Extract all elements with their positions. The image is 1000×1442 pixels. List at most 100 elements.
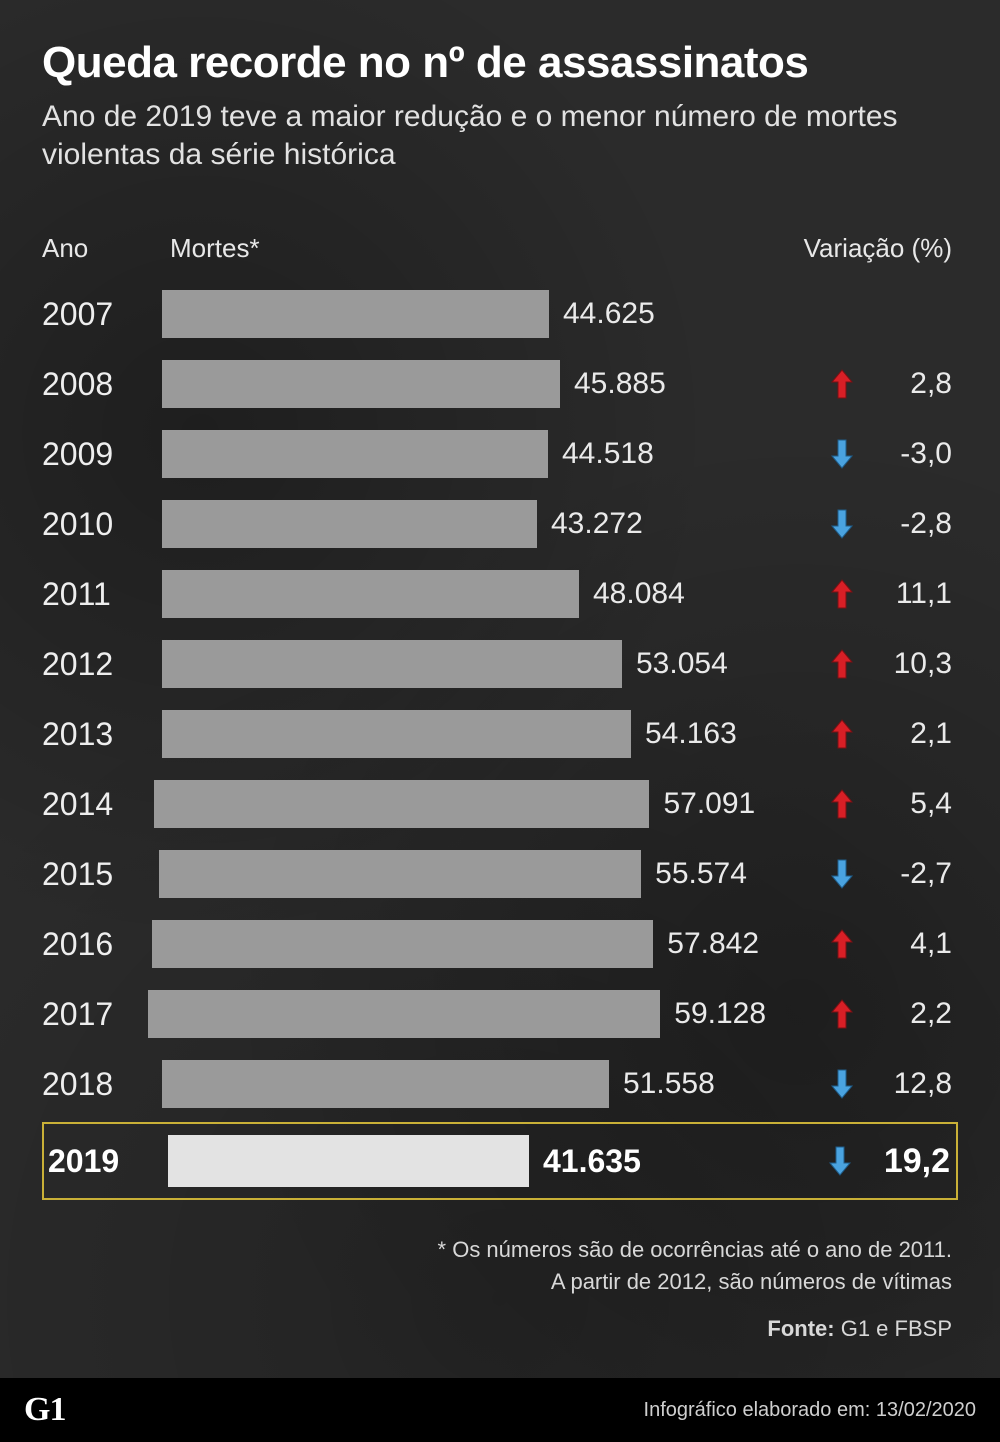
bottom-bar: G1 Infográfico elaborado em: 13/02/2020 bbox=[0, 1378, 1000, 1442]
variation-value: -2,8 bbox=[872, 507, 952, 541]
header-deaths: Mortes* bbox=[162, 233, 742, 264]
year-label: 2018 bbox=[42, 1066, 162, 1103]
credit-line: Infográfico elaborado em: 13/02/2020 bbox=[644, 1399, 976, 1422]
bar bbox=[154, 780, 649, 828]
bar bbox=[162, 500, 537, 548]
arrow-up-icon bbox=[828, 576, 856, 612]
g1-logo: G1 bbox=[24, 1391, 65, 1429]
variation-value: -2,7 bbox=[872, 857, 952, 891]
variation-column: 12,8 bbox=[742, 1066, 952, 1102]
chart-row: 2007 44.625 bbox=[42, 282, 958, 346]
chart-rows: 2007 44.625 200845.885 2,8 200944.518 -3,0 2… bbox=[42, 282, 958, 1200]
chart-row: 2019 41.635 19,2 bbox=[42, 1122, 958, 1200]
page-subtitle: Ano de 2019 teve a maior redução e o men… bbox=[42, 98, 958, 173]
arrow-down-icon bbox=[828, 506, 856, 542]
deaths-value: 57.842 bbox=[667, 927, 759, 961]
bar-wrap: 51.558 bbox=[162, 1060, 742, 1108]
arrow-up-icon bbox=[828, 786, 856, 822]
year-label: 2014 bbox=[42, 786, 154, 823]
header-variation: Variação (%) bbox=[742, 233, 952, 264]
infographic-container: Queda recorde no nº de assassinatos Ano … bbox=[0, 0, 1000, 1442]
variation-column: 2,1 bbox=[742, 716, 952, 752]
bar-wrap: 57.091 bbox=[154, 780, 755, 828]
variation-value: 5,4 bbox=[872, 787, 952, 821]
source-label: Fonte: bbox=[767, 1316, 834, 1341]
variation-value: 4,1 bbox=[872, 927, 952, 961]
bar-wrap: 54.163 bbox=[162, 710, 742, 758]
year-label: 2007 bbox=[42, 296, 162, 333]
credit-date: 13/02/2020 bbox=[876, 1399, 976, 1421]
variation-value: 2,2 bbox=[872, 997, 952, 1031]
column-headers: Ano Mortes* Variação (%) bbox=[42, 233, 958, 264]
chart-row: 201457.091 5,4 bbox=[42, 772, 958, 836]
variation-column: 4,1 bbox=[759, 926, 952, 962]
arrow-down-icon bbox=[828, 1066, 856, 1102]
variation-column: 2,2 bbox=[766, 996, 952, 1032]
variation-column: -3,0 bbox=[742, 436, 952, 472]
year-label: 2015 bbox=[42, 856, 159, 893]
variation-column: 11,1 bbox=[742, 576, 952, 612]
variation-value: 2,8 bbox=[872, 367, 952, 401]
variation-value: 11,1 bbox=[872, 577, 952, 611]
arrow-up-icon bbox=[828, 996, 856, 1032]
year-label: 2013 bbox=[42, 716, 162, 753]
deaths-value: 41.635 bbox=[543, 1143, 641, 1180]
deaths-value: 54.163 bbox=[645, 717, 737, 751]
variation-value: 19,2 bbox=[870, 1142, 950, 1181]
bar bbox=[162, 1060, 609, 1108]
year-label: 2008 bbox=[42, 366, 162, 403]
bar-wrap: 45.885 bbox=[162, 360, 742, 408]
arrow-none-icon bbox=[828, 296, 856, 332]
bar-wrap: 43.272 bbox=[162, 500, 742, 548]
variation-column: 10,3 bbox=[742, 646, 952, 682]
chart-row: 2013 54.163 2,1 bbox=[42, 702, 958, 766]
variation-column: 19,2 bbox=[740, 1142, 950, 1181]
variation-value: 2,1 bbox=[872, 717, 952, 751]
deaths-value: 43.272 bbox=[551, 507, 643, 541]
deaths-value: 55.574 bbox=[655, 857, 747, 891]
variation-column: -2,8 bbox=[742, 506, 952, 542]
chart-row: 2011 48.084 11,1 bbox=[42, 562, 958, 626]
variation-column: 5,4 bbox=[755, 786, 952, 822]
chart-row: 2010 43.272 -2,8 bbox=[42, 492, 958, 556]
arrow-down-icon bbox=[828, 856, 856, 892]
variation-column bbox=[742, 296, 952, 332]
year-label: 2011 bbox=[42, 576, 162, 613]
bar bbox=[152, 920, 653, 968]
deaths-value: 44.625 bbox=[563, 297, 655, 331]
bar-wrap: 48.084 bbox=[162, 570, 742, 618]
bar bbox=[162, 360, 560, 408]
variation-column: 2,8 bbox=[742, 366, 952, 402]
variation-value: 12,8 bbox=[872, 1067, 952, 1101]
variation-column: -2,7 bbox=[747, 856, 952, 892]
variation-value: 10,3 bbox=[872, 647, 952, 681]
bar bbox=[162, 430, 548, 478]
bar bbox=[162, 710, 631, 758]
bar-wrap: 59.128 bbox=[148, 990, 766, 1038]
bar bbox=[162, 290, 549, 338]
bar-wrap: 55.574 bbox=[159, 850, 747, 898]
footnote: * Os números são de ocorrências até o an… bbox=[42, 1234, 958, 1298]
deaths-value: 48.084 bbox=[593, 577, 685, 611]
year-label: 2010 bbox=[42, 506, 162, 543]
bar-wrap: 44.625 bbox=[162, 290, 742, 338]
bar-wrap: 44.518 bbox=[162, 430, 742, 478]
bar bbox=[162, 640, 622, 688]
year-label: 2017 bbox=[42, 996, 148, 1033]
year-label: 2019 bbox=[48, 1143, 168, 1180]
bar-wrap: 41.635 bbox=[168, 1135, 740, 1187]
arrow-up-icon bbox=[828, 646, 856, 682]
bar bbox=[162, 570, 579, 618]
page-title: Queda recorde no nº de assassinatos bbox=[42, 38, 958, 88]
footnote-line-2: A partir de 2012, são números de vítimas bbox=[42, 1266, 952, 1298]
deaths-value: 59.128 bbox=[674, 997, 766, 1031]
bar bbox=[148, 990, 660, 1038]
chart-row: 200845.885 2,8 bbox=[42, 352, 958, 416]
bar bbox=[159, 850, 641, 898]
header-year: Ano bbox=[42, 233, 162, 264]
footnote-line-1: * Os números são de ocorrências até o an… bbox=[42, 1234, 952, 1266]
source-value: G1 e FBSP bbox=[841, 1316, 952, 1341]
arrow-up-icon bbox=[828, 366, 856, 402]
chart-row: 2017 59.128 2,2 bbox=[42, 982, 958, 1046]
year-label: 2009 bbox=[42, 436, 162, 473]
